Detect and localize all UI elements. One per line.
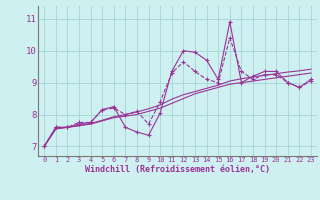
X-axis label: Windchill (Refroidissement éolien,°C): Windchill (Refroidissement éolien,°C) <box>85 165 270 174</box>
